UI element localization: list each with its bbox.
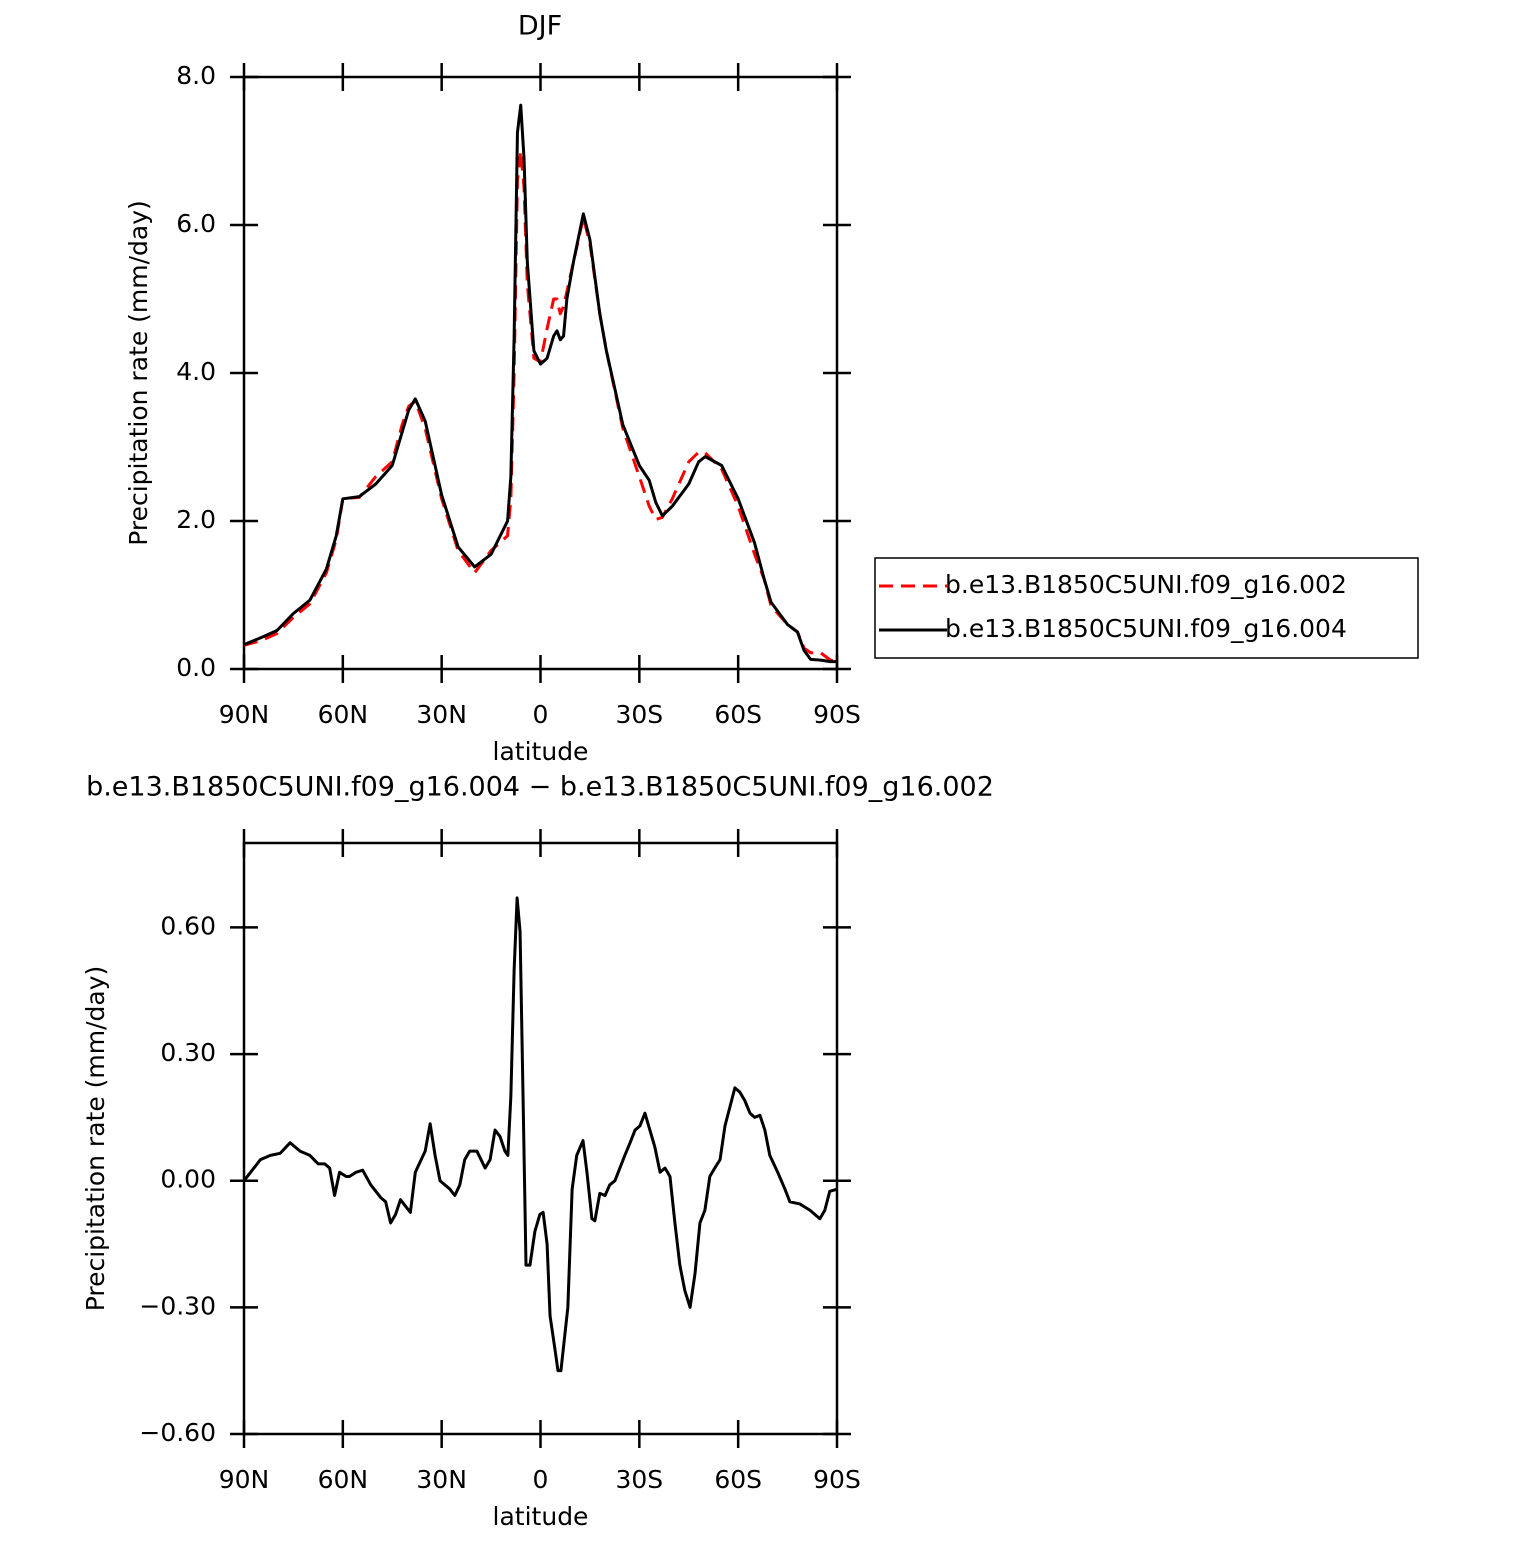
x-tick-label: 90N (219, 700, 270, 729)
x-axis-label: latitude (493, 737, 589, 766)
plot-frame (242, 841, 839, 1436)
x-tick-label: 0 (533, 700, 549, 729)
x-tick-label: 30N (416, 1465, 467, 1494)
y-tick-label: 6.0 (176, 209, 216, 238)
y-axis-label: Precipitation rate (mm/day) (124, 200, 153, 546)
x-tick-label: 60N (318, 1465, 369, 1494)
y-tick-label: −0.60 (139, 1418, 216, 1447)
y-tick-label: 2.0 (176, 505, 216, 534)
x-tick-label: 90S (813, 1465, 861, 1494)
y-tick-label: 0.0 (176, 653, 216, 682)
y-tick-label: 4.0 (176, 357, 216, 386)
y-tick-label: 0.60 (160, 911, 216, 940)
x-axis-label: latitude (493, 1502, 589, 1531)
plot-frame (242, 75, 839, 671)
x-tick-label: 0 (533, 1465, 549, 1494)
x-tick-label: 30S (615, 700, 663, 729)
data-line (242, 896, 838, 1373)
chart-title: b.e13.B1850C5UNI.f09_g16.004 − b.e13.B18… (86, 772, 994, 803)
x-tick-label: 60S (714, 1465, 762, 1494)
y-tick-label: 8.0 (176, 61, 216, 90)
x-tick-label: 30N (416, 700, 467, 729)
data-line (243, 149, 838, 664)
y-tick-label: −0.30 (139, 1291, 216, 1320)
y-tick-label: 0.30 (160, 1038, 216, 1067)
y-axis-label: Precipitation rate (mm/day) (81, 966, 110, 1312)
chart-title: DJF (518, 11, 562, 42)
y-tick-label: 0.00 (160, 1165, 216, 1194)
x-tick-label: 90N (219, 1465, 270, 1494)
x-tick-label: 90S (813, 700, 861, 729)
x-tick-label: 60S (714, 700, 762, 729)
legend-label: b.e13.B1850C5UNI.f09_g16.002 (945, 570, 1347, 599)
legend-label: b.e13.B1850C5UNI.f09_g16.004 (945, 614, 1347, 643)
x-tick-label: 30S (615, 1465, 663, 1494)
legend-box (874, 557, 1419, 659)
data-line (243, 103, 837, 664)
x-tick-label: 60N (318, 700, 369, 729)
